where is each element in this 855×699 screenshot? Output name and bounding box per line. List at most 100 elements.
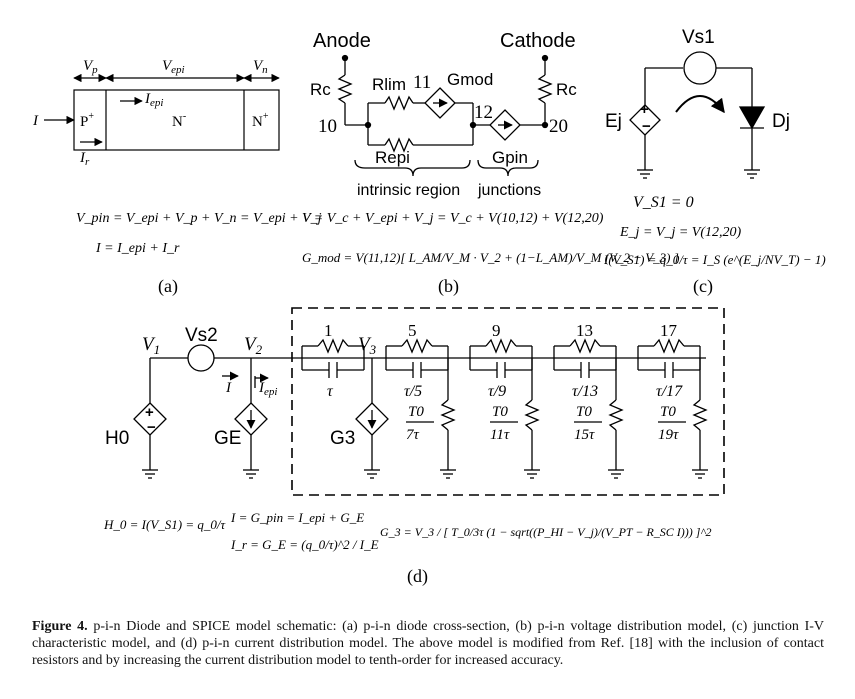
vs1-source (683, 51, 717, 85)
svg-text:+: + (145, 404, 154, 421)
shunt-resistor (440, 399, 456, 431)
eq-b1: V = V_c + V_epi + V_j = V_c + V(10,12) +… (302, 211, 604, 226)
brace-junctions (477, 159, 539, 177)
dj-diode (738, 106, 766, 130)
region-n-plus: N+ (252, 111, 269, 130)
stage-cap-label: τ/17 (656, 383, 683, 400)
eq-a2: I = I_epi + I_r (95, 241, 180, 256)
v2-label: V2 (244, 334, 263, 357)
dashed-box (291, 307, 725, 496)
region-n: N- (172, 111, 186, 130)
node-10: 10 (318, 116, 337, 137)
label-i: I (32, 113, 39, 129)
node-20: 20 (549, 116, 568, 137)
caption-text: p-i-n Diode and SPICE model schematic: (… (32, 619, 824, 668)
panel-d-current-model (133, 307, 725, 496)
shunt-resistor (692, 399, 708, 431)
label-d: (d) (407, 566, 428, 587)
eq-c3: I(V_S1) = q_0/τ = I_S (e^(E_j/NV_T) − 1) (603, 252, 826, 267)
stage-cap-label: τ/9 (488, 383, 506, 400)
cathode-label: Cathode (500, 30, 576, 52)
vs1-label: Vs1 (682, 27, 715, 48)
svg-text:−: − (147, 419, 156, 436)
vs2-label: Vs2 (185, 325, 218, 346)
gmod-label: Gmod (447, 70, 493, 89)
figure-caption: Figure 4. p-i-n Diode and SPICE model sc… (32, 618, 824, 669)
region-p: P+ (80, 111, 94, 130)
v1-label: V1 (142, 334, 160, 357)
label-vp: Vp (83, 58, 98, 76)
label-a: (a) (158, 276, 178, 297)
ge-label: GE (214, 428, 241, 449)
stage-resistor (401, 338, 433, 354)
rc-right-label: Rc (556, 80, 577, 99)
rc-left-resistor (337, 74, 353, 104)
stage-number: 17 (660, 321, 678, 340)
eq-a1: V_pin = V_epi + V_p + V_n = V_epi + V_j (76, 211, 322, 226)
g3-label: G3 (330, 428, 355, 449)
gmod-source (424, 87, 456, 119)
current-loop-arrow (675, 95, 725, 114)
rc-stages: 1 τ 5 τ/5 9 τ/9 13 τ/13 17 τ/17 T0 7τ T0 11τ T0 15τ T0 19… (142, 321, 708, 479)
stage-cap-label: τ (327, 383, 334, 400)
node-11: 11 (413, 72, 431, 93)
shunt-resistor (524, 399, 540, 431)
eq-b2: G_mod = V(11,12)[ L_AM/V_M · V_2 + (1−L_… (302, 250, 679, 265)
eq-d1: H_0 = I(V_S1) = q_0/τ (103, 517, 226, 532)
stage-resistor (653, 338, 685, 354)
stage-cap-label: τ/13 (572, 383, 598, 400)
rlim-label: Rlim (372, 75, 406, 94)
stage-number: 5 (408, 321, 417, 340)
eq-d2: I = G_pin = I_epi + G_E (230, 510, 364, 525)
panel-c-junction-model (629, 51, 766, 179)
eq-d3: I_r = G_E = (q_0/τ)^2 / I_E (230, 537, 379, 552)
shunt-label-den: 11τ (490, 427, 510, 443)
svg-text:−: − (642, 118, 651, 135)
brace-intrinsic (354, 159, 471, 177)
stage-number: 9 (492, 321, 501, 340)
stage-resistor (569, 338, 601, 354)
eq-c2: E_j = V_j = V(12,20) (619, 225, 741, 240)
repi-label: Repi (375, 148, 410, 167)
gpin-source (489, 109, 521, 141)
vs2-source (187, 344, 215, 372)
shunt-label-num: T0 (660, 404, 676, 420)
eq-c1: V_S1 = 0 (633, 194, 694, 211)
label-b: (b) (438, 276, 459, 297)
panel-a-cross-section (44, 73, 280, 151)
stage-number: 13 (576, 321, 593, 340)
figure-canvas: Vp Vepi Vn I Iepi Ir P+ N- N+ V_pin = V_… (32, 27, 826, 587)
label-ir: Ir (79, 150, 90, 168)
stage-number: 1 (324, 321, 333, 340)
caption-bold: Figure 4. (32, 619, 88, 634)
gpin-label: Gpin (492, 148, 528, 167)
rc-right-resistor (537, 74, 553, 104)
repi-resistor (384, 137, 414, 153)
stage-cap-label: τ/5 (404, 383, 422, 400)
anode-label: Anode (313, 30, 371, 52)
shunt-label-den: 7τ (406, 427, 420, 443)
i-label-d: I (225, 380, 232, 396)
shunt-label-den: 15τ (574, 427, 595, 443)
shunt-resistor (608, 399, 624, 431)
label-c: (c) (693, 276, 713, 297)
stage-resistor (485, 338, 517, 354)
junctions-label: junctions (477, 182, 541, 199)
shunt-label-num: T0 (576, 404, 592, 420)
dj-label: Dj (772, 111, 790, 132)
eq-d4: G_3 = V_3 / [ T_0/3τ (1 − sqrt((P_HI − V… (380, 525, 712, 539)
stage-resistor (317, 338, 349, 354)
intrinsic-label: intrinsic region (357, 182, 460, 199)
rc-left-label: Rc (310, 80, 331, 99)
panel-b-voltage-model (337, 54, 553, 177)
label-vepi: Vepi (162, 58, 185, 76)
shunt-label-den: 19τ (658, 427, 679, 443)
label-iepi: Iepi (144, 91, 163, 109)
rlim-resistor (384, 95, 414, 111)
iepi-label-d: Iepi (258, 380, 277, 398)
ej-label: Ej (605, 111, 622, 132)
svg-text:+: + (640, 101, 649, 118)
label-vn: Vn (253, 58, 268, 76)
h0-label: H0 (105, 428, 129, 449)
shunt-label-num: T0 (492, 404, 508, 420)
